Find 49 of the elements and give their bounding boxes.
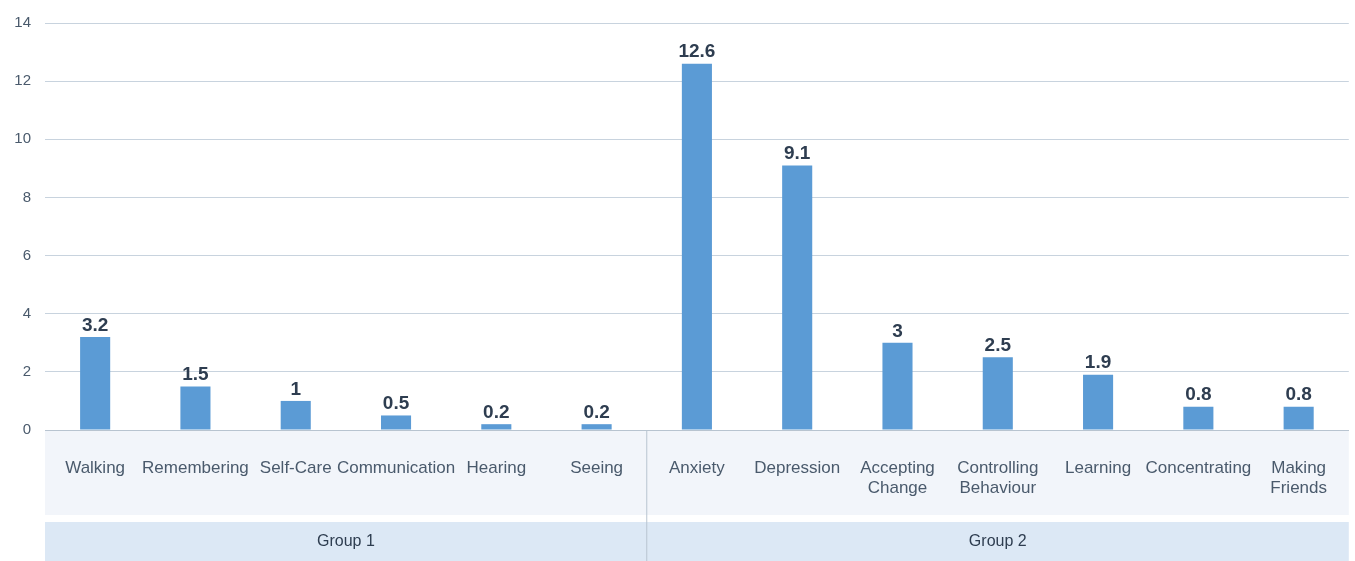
x-tick-label: Hearing (466, 457, 527, 477)
data-label: 1.9 (1084, 351, 1112, 373)
data-label: 12.6 (678, 40, 716, 62)
bar (1183, 406, 1214, 430)
text: Group 2 (968, 531, 1027, 549)
x-tick-label: Anxiety (669, 457, 726, 477)
bar (380, 415, 412, 430)
data-label: 3.2 (81, 313, 109, 335)
y-tick-label: 0 (22, 420, 31, 438)
x-tick-label: Learning (1064, 457, 1132, 477)
x-tick-label: Depression (754, 457, 841, 477)
data-label: 2.5 (984, 334, 1012, 356)
bar (280, 400, 311, 430)
text: Group 1 (316, 531, 375, 549)
bar (681, 63, 712, 430)
y-tick-label: 6 (22, 245, 31, 263)
bar (581, 424, 612, 430)
data-label: 0.8 (1185, 383, 1212, 405)
x-tick-label: Remembering (142, 457, 249, 477)
bar (882, 342, 913, 430)
y-tick-label: 2 (22, 362, 31, 379)
data-label: 0.8 (1285, 383, 1312, 405)
x-tick-label: Controlling Behaviour (957, 457, 1039, 498)
bar (982, 357, 1013, 430)
x-tick-label: Communication (336, 457, 456, 477)
x-tick-label: Making Friends (1270, 457, 1327, 498)
bar (1283, 406, 1314, 430)
data-label: 9.1 (783, 142, 811, 164)
y-tick-label: 10 (14, 129, 31, 147)
x-tick-label: Self-Care (259, 457, 332, 477)
bar (782, 165, 813, 430)
data-label: 0.2 (483, 400, 510, 422)
data-label: 1 (290, 377, 302, 399)
data-label: 3 (892, 319, 903, 341)
data-label: 0.5 (382, 392, 410, 414)
bar (481, 424, 512, 430)
data-label: 1.5 (182, 363, 210, 385)
bar (1083, 374, 1114, 430)
bar (80, 336, 111, 430)
x-tick-label: Accepting Change (860, 457, 935, 498)
data-label: 0.2 (583, 400, 610, 422)
y-tick-label: 8 (22, 187, 31, 205)
x-tick-label: Walking (65, 457, 126, 477)
x-tick-label: Concentrating (1145, 457, 1252, 477)
x-tick-label: Seeing (570, 457, 624, 477)
bar (180, 386, 211, 430)
y-tick-label: 14 (14, 13, 31, 31)
y-tick-label: 4 (22, 303, 31, 321)
y-tick-label: 12 (14, 71, 31, 89)
